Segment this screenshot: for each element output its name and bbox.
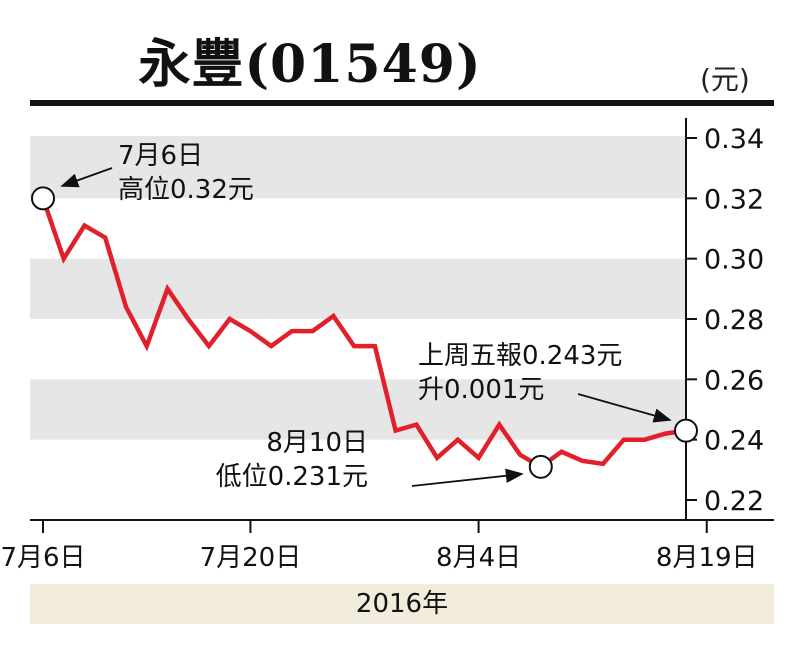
y-tick-label: 0.26	[704, 365, 764, 396]
y-tick-label: 0.28	[704, 305, 764, 336]
grid-band	[30, 136, 686, 199]
x-tick-label: 8月19日	[656, 543, 758, 573]
chart-title: 永豐(01549)	[138, 34, 482, 95]
x-tick-label: 7月6日	[0, 543, 85, 573]
annotation-label: 升0.001元	[418, 375, 544, 405]
grid-band	[30, 258, 686, 319]
annotation-label: 高位0.32元	[118, 175, 254, 205]
annotation-label: 低位0.231元	[216, 462, 368, 492]
unit-label: (元)	[700, 63, 750, 96]
series-line	[40, 196, 689, 470]
year-label: 2016年	[30, 584, 774, 624]
annotation-marker	[528, 454, 553, 479]
annotation-arrow	[577, 393, 672, 423]
x-tick-label: 7月20日	[200, 543, 302, 573]
annotation-marker	[31, 186, 55, 211]
series-group	[40, 196, 689, 470]
y-tick-label: 0.30	[704, 245, 764, 276]
annotation-label: 上周五報0.243元	[418, 341, 622, 371]
annotation-marker	[674, 418, 698, 443]
y-tick-label: 0.22	[704, 486, 764, 517]
y-tick-label: 0.34	[704, 124, 764, 155]
annotation-arrow	[60, 167, 113, 188]
y-tick-label: 0.32	[704, 184, 764, 215]
grid-bands	[30, 136, 686, 440]
y-axis: 0.34 0.32 0.30 0.28 0.26 0.24 0.22	[685, 118, 764, 520]
x-tick-label: 8月4日	[436, 543, 521, 573]
x-axis: 7月6日 7月20日 8月4日 8月19日	[0, 519, 774, 573]
annotation-label: 7月6日	[118, 141, 203, 171]
y-tick-label: 0.24	[704, 426, 764, 457]
annotation-label: 8月10日	[266, 428, 368, 458]
grid-band	[30, 379, 686, 440]
annotation-arrow	[411, 468, 524, 487]
title-rule	[30, 100, 774, 106]
